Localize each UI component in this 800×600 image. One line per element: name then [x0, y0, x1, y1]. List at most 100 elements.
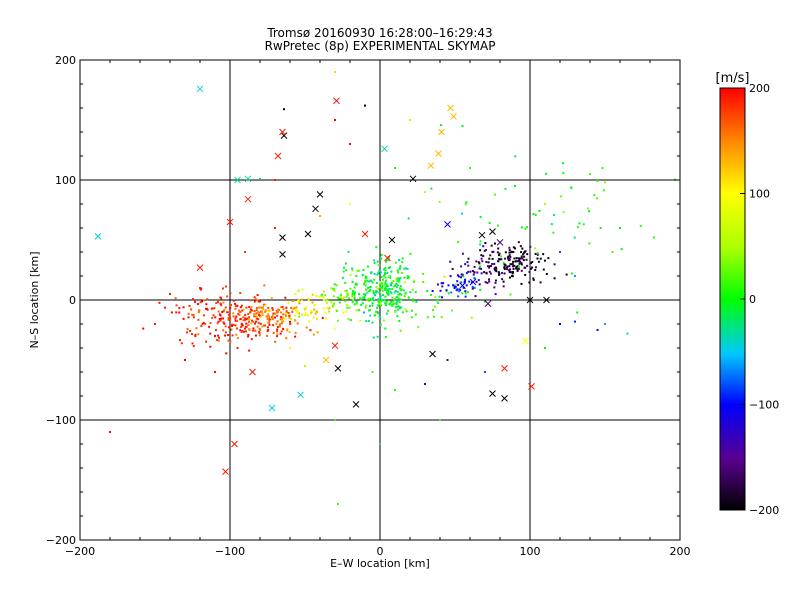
data-point [574, 275, 576, 277]
data-point [470, 316, 473, 319]
data-point [410, 316, 413, 319]
data-point [214, 335, 216, 337]
data-point [235, 333, 238, 336]
data-point [253, 322, 256, 325]
data-point [490, 244, 493, 247]
data-point [466, 261, 469, 264]
data-point [191, 313, 194, 316]
data-point [229, 317, 232, 320]
data-point [562, 162, 564, 165]
data-point [202, 299, 205, 302]
cross-marker [196, 85, 204, 93]
data-point [258, 327, 261, 330]
data-point [497, 254, 500, 257]
data-point [259, 177, 261, 180]
data-point [493, 193, 496, 196]
data-point [286, 328, 289, 331]
data-point [291, 307, 294, 310]
data-point [219, 296, 222, 299]
data-point [274, 227, 276, 229]
data-point [479, 249, 482, 252]
data-point [484, 371, 486, 373]
data-point [531, 260, 534, 263]
data-point [385, 312, 388, 315]
data-point [484, 242, 487, 245]
data-point [188, 304, 191, 307]
cross-stroke [334, 365, 342, 372]
data-point [485, 272, 488, 275]
data-point [516, 269, 519, 272]
y-tick-label: −200 [46, 534, 76, 547]
data-point [387, 284, 390, 287]
data-point [457, 295, 460, 298]
data-point [514, 155, 517, 158]
data-point [361, 296, 364, 299]
data-point [224, 285, 227, 288]
data-point [364, 288, 367, 291]
data-point [240, 304, 243, 307]
data-point [199, 287, 201, 289]
data-point [209, 332, 212, 335]
data-point [384, 276, 387, 279]
data-point [488, 270, 491, 273]
data-point [355, 283, 358, 286]
data-point [426, 289, 429, 292]
data-point [282, 316, 285, 319]
data-point [578, 222, 581, 225]
data-point [296, 309, 299, 312]
data-point [355, 302, 358, 305]
data-point [364, 306, 367, 309]
data-point [273, 316, 276, 319]
data-point [552, 231, 555, 234]
data-point [412, 300, 415, 303]
data-point [271, 308, 274, 311]
data-point [494, 269, 497, 272]
data-point [468, 280, 471, 283]
data-point [359, 297, 362, 300]
data-point [243, 318, 246, 321]
data-point [596, 179, 599, 182]
data-point [394, 298, 397, 301]
data-point [447, 284, 450, 287]
y-tick-label: 200 [55, 54, 76, 67]
data-point [530, 267, 533, 270]
data-point [453, 285, 456, 288]
data-point [280, 306, 283, 309]
data-point [234, 307, 237, 310]
data-point [234, 302, 237, 305]
data-point [259, 306, 262, 309]
colorbar-tick-label: −100 [749, 399, 779, 412]
data-point [295, 306, 298, 309]
data-point [234, 305, 237, 308]
data-point [394, 167, 396, 169]
data-point [255, 306, 258, 309]
data-point [351, 293, 354, 296]
data-point [344, 289, 347, 292]
data-point [405, 310, 408, 313]
data-point [478, 283, 481, 286]
data-point [377, 312, 380, 315]
cross-stroke [331, 342, 339, 349]
data-point [400, 293, 403, 296]
data-point [356, 270, 359, 273]
data-point [379, 443, 381, 445]
data-point [376, 306, 379, 309]
data-point [232, 299, 235, 302]
data-point [369, 297, 372, 300]
data-point [544, 203, 546, 205]
data-point [517, 265, 520, 268]
data-point [576, 226, 579, 229]
data-point [460, 265, 463, 268]
data-point [445, 289, 448, 292]
data-point [391, 287, 394, 290]
data-point [392, 285, 395, 288]
data-point [353, 294, 356, 297]
data-point [464, 295, 467, 298]
data-point [351, 292, 354, 295]
data-point [399, 285, 402, 288]
data-point [256, 299, 259, 302]
data-point [246, 317, 249, 320]
data-point [333, 283, 336, 286]
data-point [276, 320, 279, 323]
data-point [229, 306, 232, 309]
